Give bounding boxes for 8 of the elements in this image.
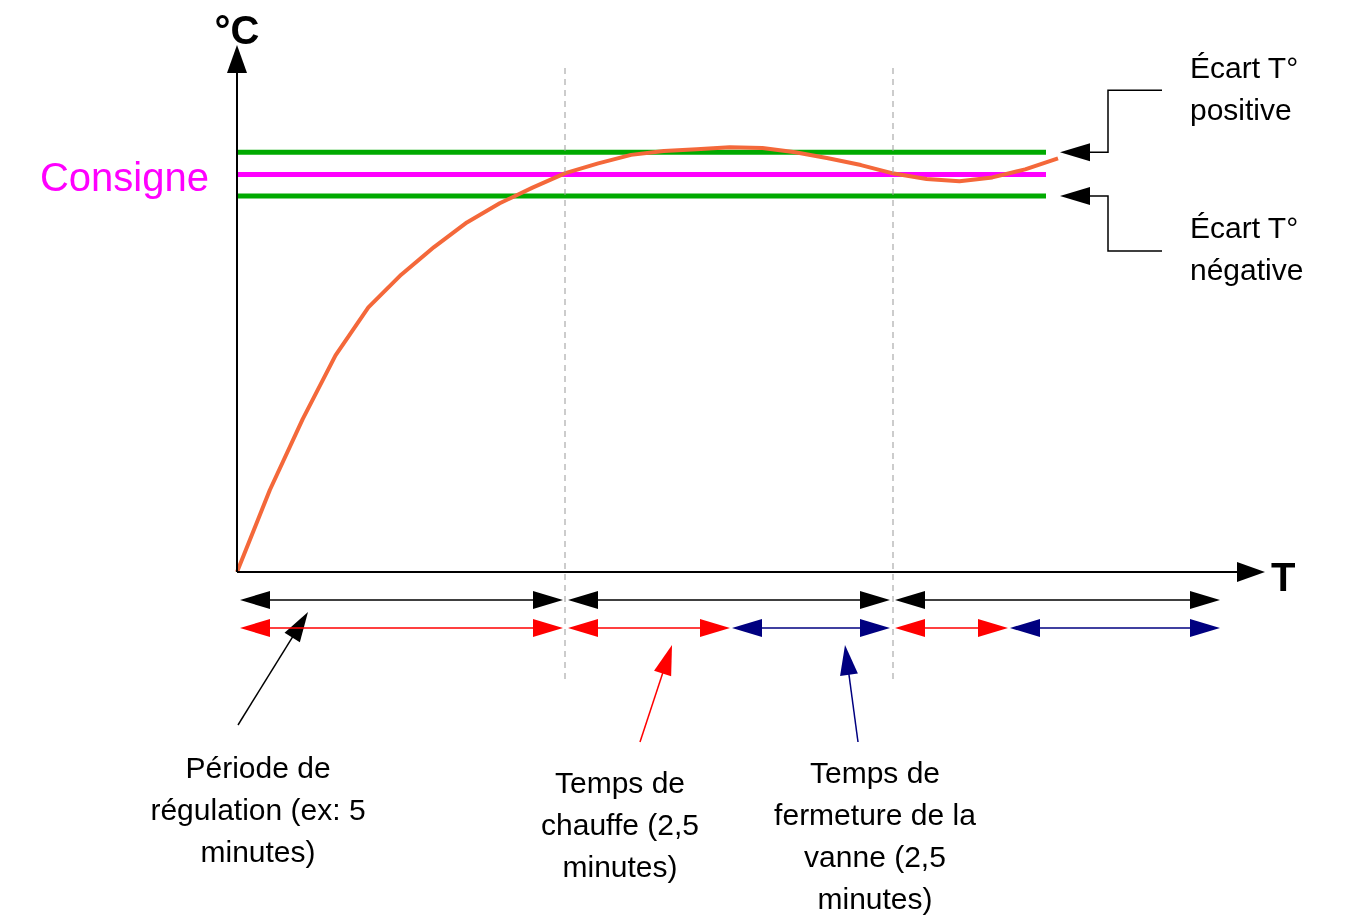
y-axis-title: °C	[214, 8, 260, 53]
text: Temps de chauffe (2,5 minutes)	[541, 766, 699, 884]
text: Période de régulation (ex: 5 minutes)	[150, 751, 366, 869]
text: T	[1271, 555, 1296, 600]
ref-line-label: Consigne	[39, 155, 209, 200]
text: Temps de fermeture de la vanne (2,5 minutes)	[774, 756, 977, 916]
text: Écart T° négative	[1190, 211, 1304, 287]
text: Écart T° positive	[1190, 50, 1299, 126]
